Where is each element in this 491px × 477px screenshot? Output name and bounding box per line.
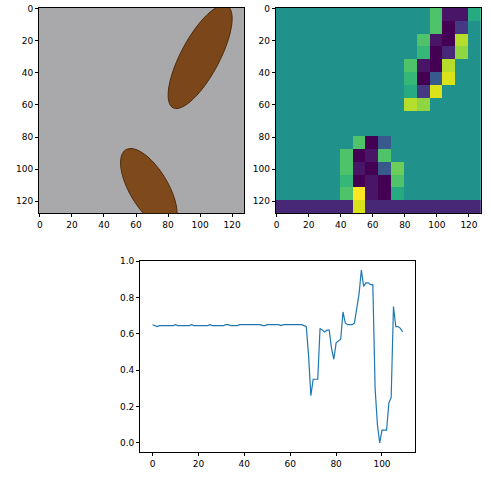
svg-text:0: 0 — [150, 459, 156, 469]
svg-text:100: 100 — [253, 164, 270, 174]
svg-text:20: 20 — [66, 220, 78, 230]
svg-text:20: 20 — [193, 459, 205, 469]
svg-text:120: 120 — [224, 220, 241, 230]
svg-text:80: 80 — [259, 132, 271, 142]
svg-text:100: 100 — [373, 459, 390, 469]
svg-text:60: 60 — [367, 220, 379, 230]
svg-text:0.8: 0.8 — [120, 293, 135, 303]
svg-text:20: 20 — [303, 220, 315, 230]
svg-text:0.6: 0.6 — [120, 329, 135, 339]
svg-text:100: 100 — [192, 220, 209, 230]
svg-text:1.0: 1.0 — [120, 256, 135, 266]
svg-text:40: 40 — [98, 220, 110, 230]
svg-text:60: 60 — [284, 459, 296, 469]
svg-text:120: 120 — [16, 196, 33, 206]
svg-text:20: 20 — [259, 36, 271, 46]
svg-text:0.0: 0.0 — [120, 438, 135, 448]
svg-text:60: 60 — [259, 100, 271, 110]
svg-text:40: 40 — [239, 459, 251, 469]
svg-text:100: 100 — [428, 220, 445, 230]
svg-text:60: 60 — [130, 220, 142, 230]
svg-text:0.2: 0.2 — [120, 402, 134, 412]
svg-text:80: 80 — [399, 220, 411, 230]
svg-text:80: 80 — [162, 220, 174, 230]
svg-text:40: 40 — [22, 68, 34, 78]
svg-text:0: 0 — [264, 4, 270, 14]
svg-text:0: 0 — [274, 220, 280, 230]
svg-text:120: 120 — [460, 220, 477, 230]
svg-text:20: 20 — [22, 36, 34, 46]
svg-text:40: 40 — [259, 68, 271, 78]
svg-text:0: 0 — [37, 220, 43, 230]
svg-text:120: 120 — [253, 196, 270, 206]
svg-text:40: 40 — [335, 220, 347, 230]
svg-text:0.4: 0.4 — [120, 365, 135, 375]
svg-text:0: 0 — [27, 4, 33, 14]
svg-text:100: 100 — [16, 164, 33, 174]
svg-text:80: 80 — [22, 132, 34, 142]
svg-text:60: 60 — [22, 100, 34, 110]
svg-text:80: 80 — [330, 459, 342, 469]
